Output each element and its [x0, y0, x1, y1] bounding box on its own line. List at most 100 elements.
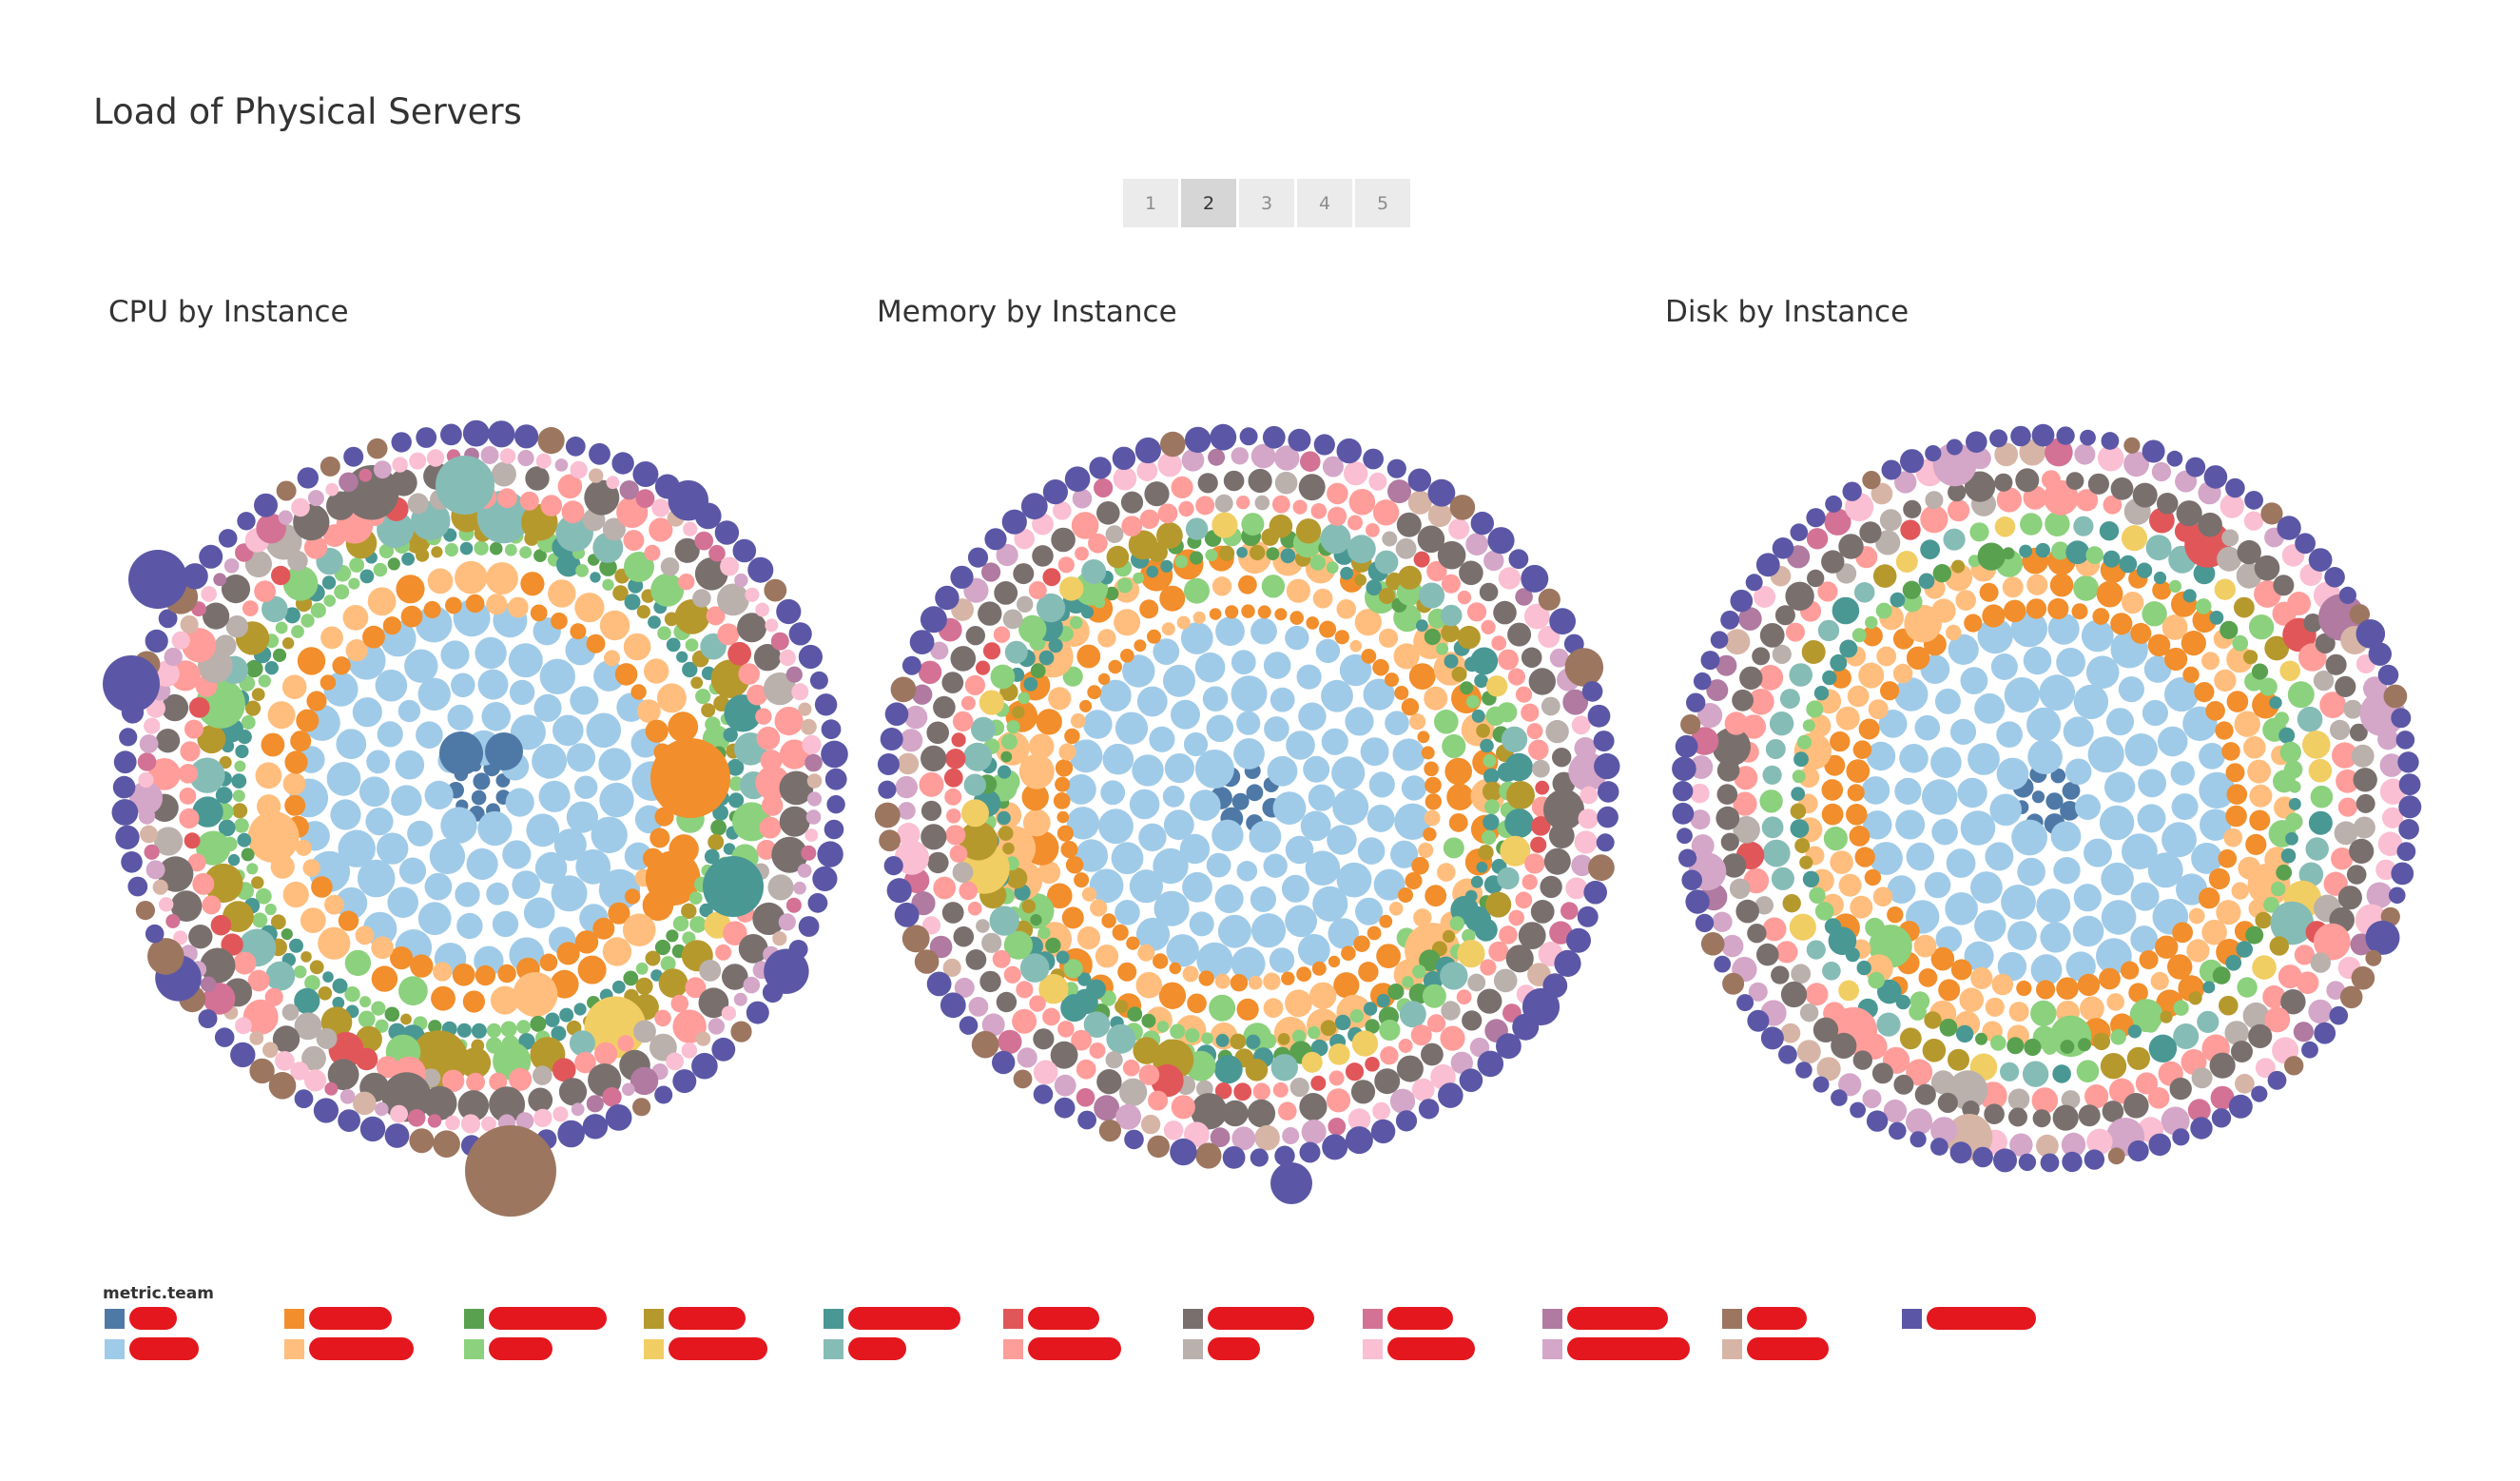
disk-bubble-26[interactable]: [1968, 743, 2000, 775]
memory-bubble-43[interactable]: [1281, 874, 1309, 903]
memory-bubble-212[interactable]: [1238, 575, 1257, 594]
disk-bubble-507[interactable]: [2353, 768, 2377, 792]
cpu-bubble-744[interactable]: [821, 740, 848, 769]
memory-bubble-599[interactable]: [1365, 1057, 1380, 1072]
cpu-bubble-739[interactable]: [788, 622, 812, 646]
cpu-bubble-502[interactable]: [692, 589, 711, 608]
disk-bubble-38[interactable]: [2122, 833, 2158, 870]
cpu-bubble-239[interactable]: [654, 939, 671, 956]
disk-bubble-710[interactable]: [1700, 932, 1725, 956]
cpu-bubble-590[interactable]: [409, 452, 427, 470]
memory-bubble-54[interactable]: [1296, 664, 1322, 690]
disk-bubble-767[interactable]: [2398, 773, 2421, 796]
disk-bubble-493[interactable]: [1748, 689, 1774, 715]
cpu-bubble-521[interactable]: [685, 977, 707, 999]
memory-bubble-591[interactable]: [1480, 959, 1497, 976]
cpu-bubble-478[interactable]: [225, 615, 249, 638]
cpu-bubble-316[interactable]: [599, 558, 617, 576]
cpu-bubble-558[interactable]: [779, 739, 810, 770]
cpu-bubble-545[interactable]: [491, 461, 516, 487]
cpu-bubble-530[interactable]: [509, 1067, 533, 1091]
memory-bubble-91[interactable]: [1385, 711, 1409, 735]
cpu-bubble-644[interactable]: [602, 1087, 622, 1107]
disk-bubble-739[interactable]: [1966, 431, 1987, 454]
cpu-bubble-277[interactable]: [232, 803, 248, 819]
memory-bubble-330[interactable]: [1476, 723, 1490, 738]
cpu-bubble-773[interactable]: [338, 1109, 360, 1132]
disk-bubble-63[interactable]: [2170, 761, 2195, 786]
memory-bubble-732[interactable]: [1181, 449, 1205, 472]
cpu-bubble-713[interactable]: [237, 512, 256, 531]
disk-bubble-664[interactable]: [1690, 783, 1710, 804]
memory-bubble-841[interactable]: [1134, 437, 1161, 464]
cpu-bubble-92[interactable]: [335, 887, 368, 920]
cpu-bubble-480[interactable]: [254, 580, 276, 603]
cpu-bubble-192[interactable]: [297, 647, 326, 675]
cpu-bubble-273[interactable]: [246, 863, 259, 875]
disk-bubble-742[interactable]: [2031, 423, 2055, 447]
disk-bubble-356[interactable]: [2236, 941, 2253, 958]
memory-bubble-825[interactable]: [880, 728, 903, 750]
disk-bubble-297[interactable]: [1802, 870, 1820, 887]
memory-bubble-522[interactable]: [1016, 981, 1034, 999]
memory-bubble-113[interactable]: [1182, 965, 1199, 983]
memory-bubble-527[interactable]: [967, 901, 982, 916]
disk-bubble-644[interactable]: [2009, 1133, 2033, 1157]
cpu-bubble-589[interactable]: [148, 758, 181, 790]
disk-bubble-330[interactable]: [2136, 562, 2153, 578]
disk-bubble-651[interactable]: [1838, 1073, 1862, 1097]
memory-bubble-317[interactable]: [1354, 574, 1367, 587]
memory-bubble-96[interactable]: [1373, 868, 1405, 901]
disk-bubble-714[interactable]: [1678, 848, 1697, 867]
memory-bubble-30[interactable]: [1206, 714, 1234, 743]
cpu-bubble-733[interactable]: [694, 502, 722, 530]
memory-bubble-93[interactable]: [1401, 775, 1427, 801]
cpu-bubble-746[interactable]: [826, 795, 845, 814]
memory-bubble-125[interactable]: [1056, 825, 1074, 842]
cpu-bubble-657[interactable]: [375, 1101, 389, 1117]
cpu-bubble-39[interactable]: [552, 714, 584, 747]
disk-bubble-170[interactable]: [2216, 900, 2241, 926]
memory-bubble-862[interactable]: [1564, 648, 1604, 687]
memory-bubble-77[interactable]: [1066, 807, 1100, 840]
memory-bubble-156[interactable]: [1394, 686, 1409, 700]
disk-bubble-20[interactable]: [2084, 838, 2112, 867]
memory-bubble-738[interactable]: [1322, 456, 1344, 477]
disk-bubble-385[interactable]: [1769, 711, 1794, 736]
disk-bubble-345[interactable]: [2283, 760, 2303, 779]
memory-bubble-794[interactable]: [1395, 1110, 1418, 1132]
cpu-bubble-783[interactable]: [147, 938, 184, 975]
memory-bubble-135[interactable]: [1097, 672, 1111, 686]
disk-bubble-542[interactable]: [1771, 965, 1790, 984]
memory-bubble-190[interactable]: [1135, 971, 1163, 999]
disk-bubble-333[interactable]: [2182, 589, 2197, 603]
memory-bubble-208[interactable]: [1139, 599, 1159, 619]
cpu-bubble-57[interactable]: [387, 887, 419, 918]
legend-swatch-mauve[interactable]: [1542, 1309, 1562, 1329]
memory-bubble-631[interactable]: [1540, 875, 1562, 899]
cpu-bubble-402[interactable]: [189, 757, 225, 793]
memory-bubble-354[interactable]: [1320, 1020, 1337, 1037]
cpu-bubble-18[interactable]: [532, 743, 568, 779]
memory-bubble-513[interactable]: [1320, 523, 1351, 555]
disk-bubble-430[interactable]: [1920, 505, 1948, 534]
memory-bubble-663[interactable]: [927, 851, 949, 874]
disk-bubble-574[interactable]: [2110, 477, 2134, 500]
disk-bubble-451[interactable]: [2332, 742, 2358, 769]
cpu-bubble-458[interactable]: [294, 1012, 322, 1041]
cpu-bubble-162[interactable]: [644, 658, 669, 684]
cpu-bubble-278[interactable]: [232, 789, 245, 803]
disk-bubble-603[interactable]: [2074, 443, 2096, 465]
cpu-bubble-194[interactable]: [342, 605, 369, 631]
cpu-bubble-757[interactable]: [711, 1037, 736, 1062]
cpu-bubble-477[interactable]: [214, 634, 237, 657]
memory-bubble-851[interactable]: [1386, 458, 1406, 478]
cpu-bubble-689[interactable]: [171, 631, 190, 650]
cpu-bubble-184[interactable]: [282, 881, 309, 908]
disk-bubble-598[interactable]: [1932, 442, 1977, 487]
disk-bubble-68[interactable]: [2101, 900, 2137, 935]
cpu-bubble-197[interactable]: [427, 568, 454, 594]
memory-bubble-550[interactable]: [1105, 525, 1124, 543]
cpu-bubble-65[interactable]: [404, 649, 438, 683]
disk-bubble-204[interactable]: [1979, 582, 1999, 602]
